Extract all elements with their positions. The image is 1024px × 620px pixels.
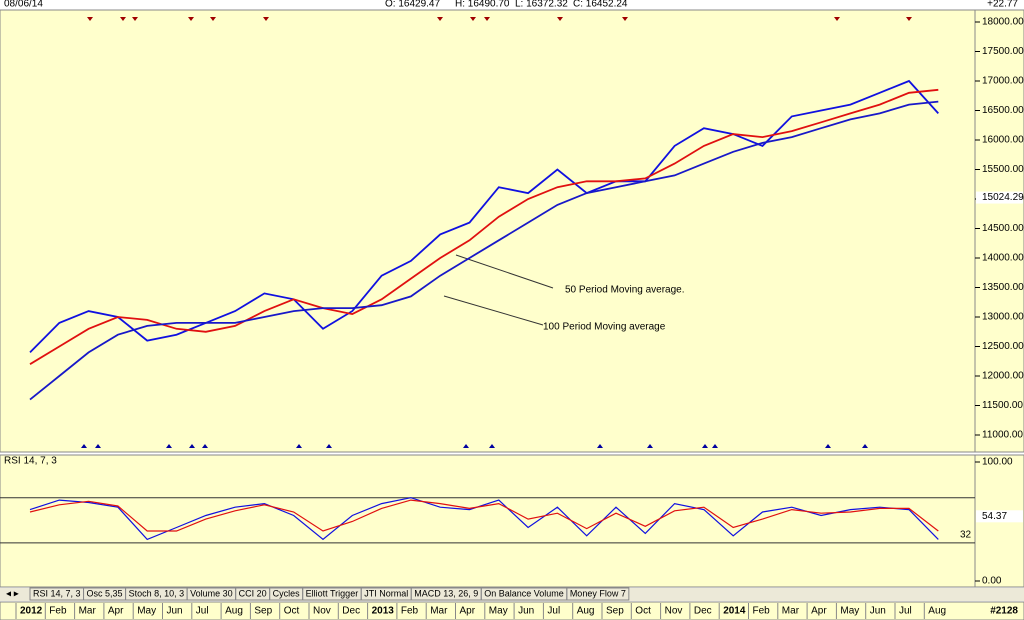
- y-tick-label: 12000.00: [982, 371, 1024, 382]
- footer: #2128: [990, 606, 1018, 617]
- y-tick-label: 14500.00: [982, 223, 1024, 234]
- indicator-tab[interactable]: On Balance Volume: [484, 588, 564, 598]
- y-tick-label: 13000.00: [982, 312, 1024, 323]
- indicator-tab[interactable]: Osc 5,35: [87, 588, 123, 598]
- x-tick-label: Jul: [547, 606, 560, 617]
- value-marker-label: 15024.29: [982, 192, 1024, 203]
- close: C: 16452.24: [573, 0, 628, 10]
- x-tick-label: Apr: [460, 606, 476, 617]
- indicator-tab[interactable]: Cycles: [273, 588, 301, 598]
- y-tick-label: 14000.00: [982, 253, 1024, 264]
- x-tick-label: Apr: [811, 606, 827, 617]
- annotation: 100 Period Moving average: [543, 322, 666, 333]
- x-tick-label: Nov: [313, 606, 331, 617]
- y-tick-label: 17500.00: [982, 46, 1024, 57]
- y-tick-label: 17000.00: [982, 76, 1024, 87]
- series-line: [29, 88, 939, 365]
- x-tick-label: Mar: [782, 606, 800, 617]
- price-axis: [974, 9, 1024, 453]
- annotation-arrows: [443, 254, 554, 326]
- y-tick-label: 11000.00: [982, 430, 1023, 441]
- x-tick-label: May: [137, 606, 156, 617]
- x-tick-label: Dec: [342, 606, 360, 617]
- x-tick-label: Sep: [254, 606, 272, 617]
- annotation: 50 Period Moving average.: [565, 285, 685, 296]
- x-tick-label: Jun: [167, 606, 183, 617]
- x-tick-label: Aug: [577, 606, 595, 617]
- tab-border: [566, 587, 630, 601]
- y-tick-label: 15500.00: [982, 164, 1024, 175]
- high: H: 16490.70: [455, 0, 510, 10]
- level-label: 32: [960, 530, 972, 541]
- x-tick-label: Oct: [635, 606, 651, 617]
- series-line: [29, 499, 939, 532]
- indicator-tab[interactable]: CCI 20: [239, 588, 267, 598]
- indicator-tab[interactable]: Elliott Trigger: [306, 588, 359, 598]
- y-tick-label: 11500.00: [982, 400, 1023, 411]
- price-panel: [0, 9, 976, 453]
- time-axis: [0, 601, 1024, 620]
- x-tick-label: Jun: [518, 606, 534, 617]
- x-tick-label: Nov: [665, 606, 683, 617]
- series-line: [29, 497, 939, 541]
- tab-scroll[interactable]: ◂ ▸: [6, 589, 19, 600]
- x-tick-label: 2012: [20, 606, 43, 617]
- x-tick-label: Apr: [108, 606, 124, 617]
- x-tick-label: Jul: [196, 606, 209, 617]
- x-tick-label: Feb: [401, 606, 419, 617]
- value-marker-label: 54.37: [982, 511, 1007, 522]
- x-tick-label: Oct: [284, 606, 300, 617]
- x-tick-label: Mar: [430, 606, 448, 617]
- y-tick-label: 13500.00: [982, 282, 1024, 293]
- indicator-tab[interactable]: Volume 30: [190, 588, 233, 598]
- y-tick-label: 100.00: [982, 457, 1013, 468]
- series-line: [29, 79, 939, 354]
- x-tick-label: Feb: [753, 606, 771, 617]
- indicator-tab[interactable]: RSI 14, 7, 3: [33, 588, 81, 598]
- x-tick-label: Dec: [694, 606, 712, 617]
- open: O: 16429.47: [385, 0, 440, 10]
- low: L: 16372.32: [515, 0, 568, 10]
- change: +22.77: [987, 0, 1018, 10]
- tab-bar: [0, 588, 1024, 601]
- value-marker-box: [976, 510, 1023, 523]
- rsi-panel: [0, 454, 976, 588]
- x-tick-label: Aug: [225, 606, 243, 617]
- x-tick-label: Jul: [899, 606, 912, 617]
- x-tick-label: Aug: [928, 606, 946, 617]
- x-tick-label: 2013: [372, 606, 395, 617]
- indicator-tab[interactable]: Money Flow 7: [570, 588, 626, 598]
- rsi-title: RSI 14, 7, 3: [4, 456, 57, 467]
- y-tick-label: 0.00: [982, 576, 1002, 587]
- x-tick-label: Jun: [870, 606, 886, 617]
- x-tick-label: 2014: [723, 606, 746, 617]
- indicator-tab[interactable]: MACD 13, 26, 9: [414, 588, 478, 598]
- x-tick-label: May: [840, 606, 859, 617]
- y-tick-label: 16500.00: [982, 105, 1024, 116]
- series-line: [29, 100, 939, 401]
- y-tick-label: 18000.00: [982, 17, 1024, 28]
- value-marker-box: [976, 191, 1023, 204]
- indicator-tab[interactable]: JTI Normal: [364, 588, 408, 598]
- x-tick-label: Sep: [606, 606, 624, 617]
- y-tick-label: 16000.00: [982, 135, 1024, 146]
- indicator-tab[interactable]: Stoch 8, 10, 3: [129, 588, 185, 598]
- x-tick-label: Feb: [49, 606, 67, 617]
- x-tick-label: Mar: [79, 606, 97, 617]
- x-tick-label: May: [489, 606, 508, 617]
- y-tick-label: 12500.00: [982, 341, 1024, 352]
- date: 08/06/14: [4, 0, 43, 10]
